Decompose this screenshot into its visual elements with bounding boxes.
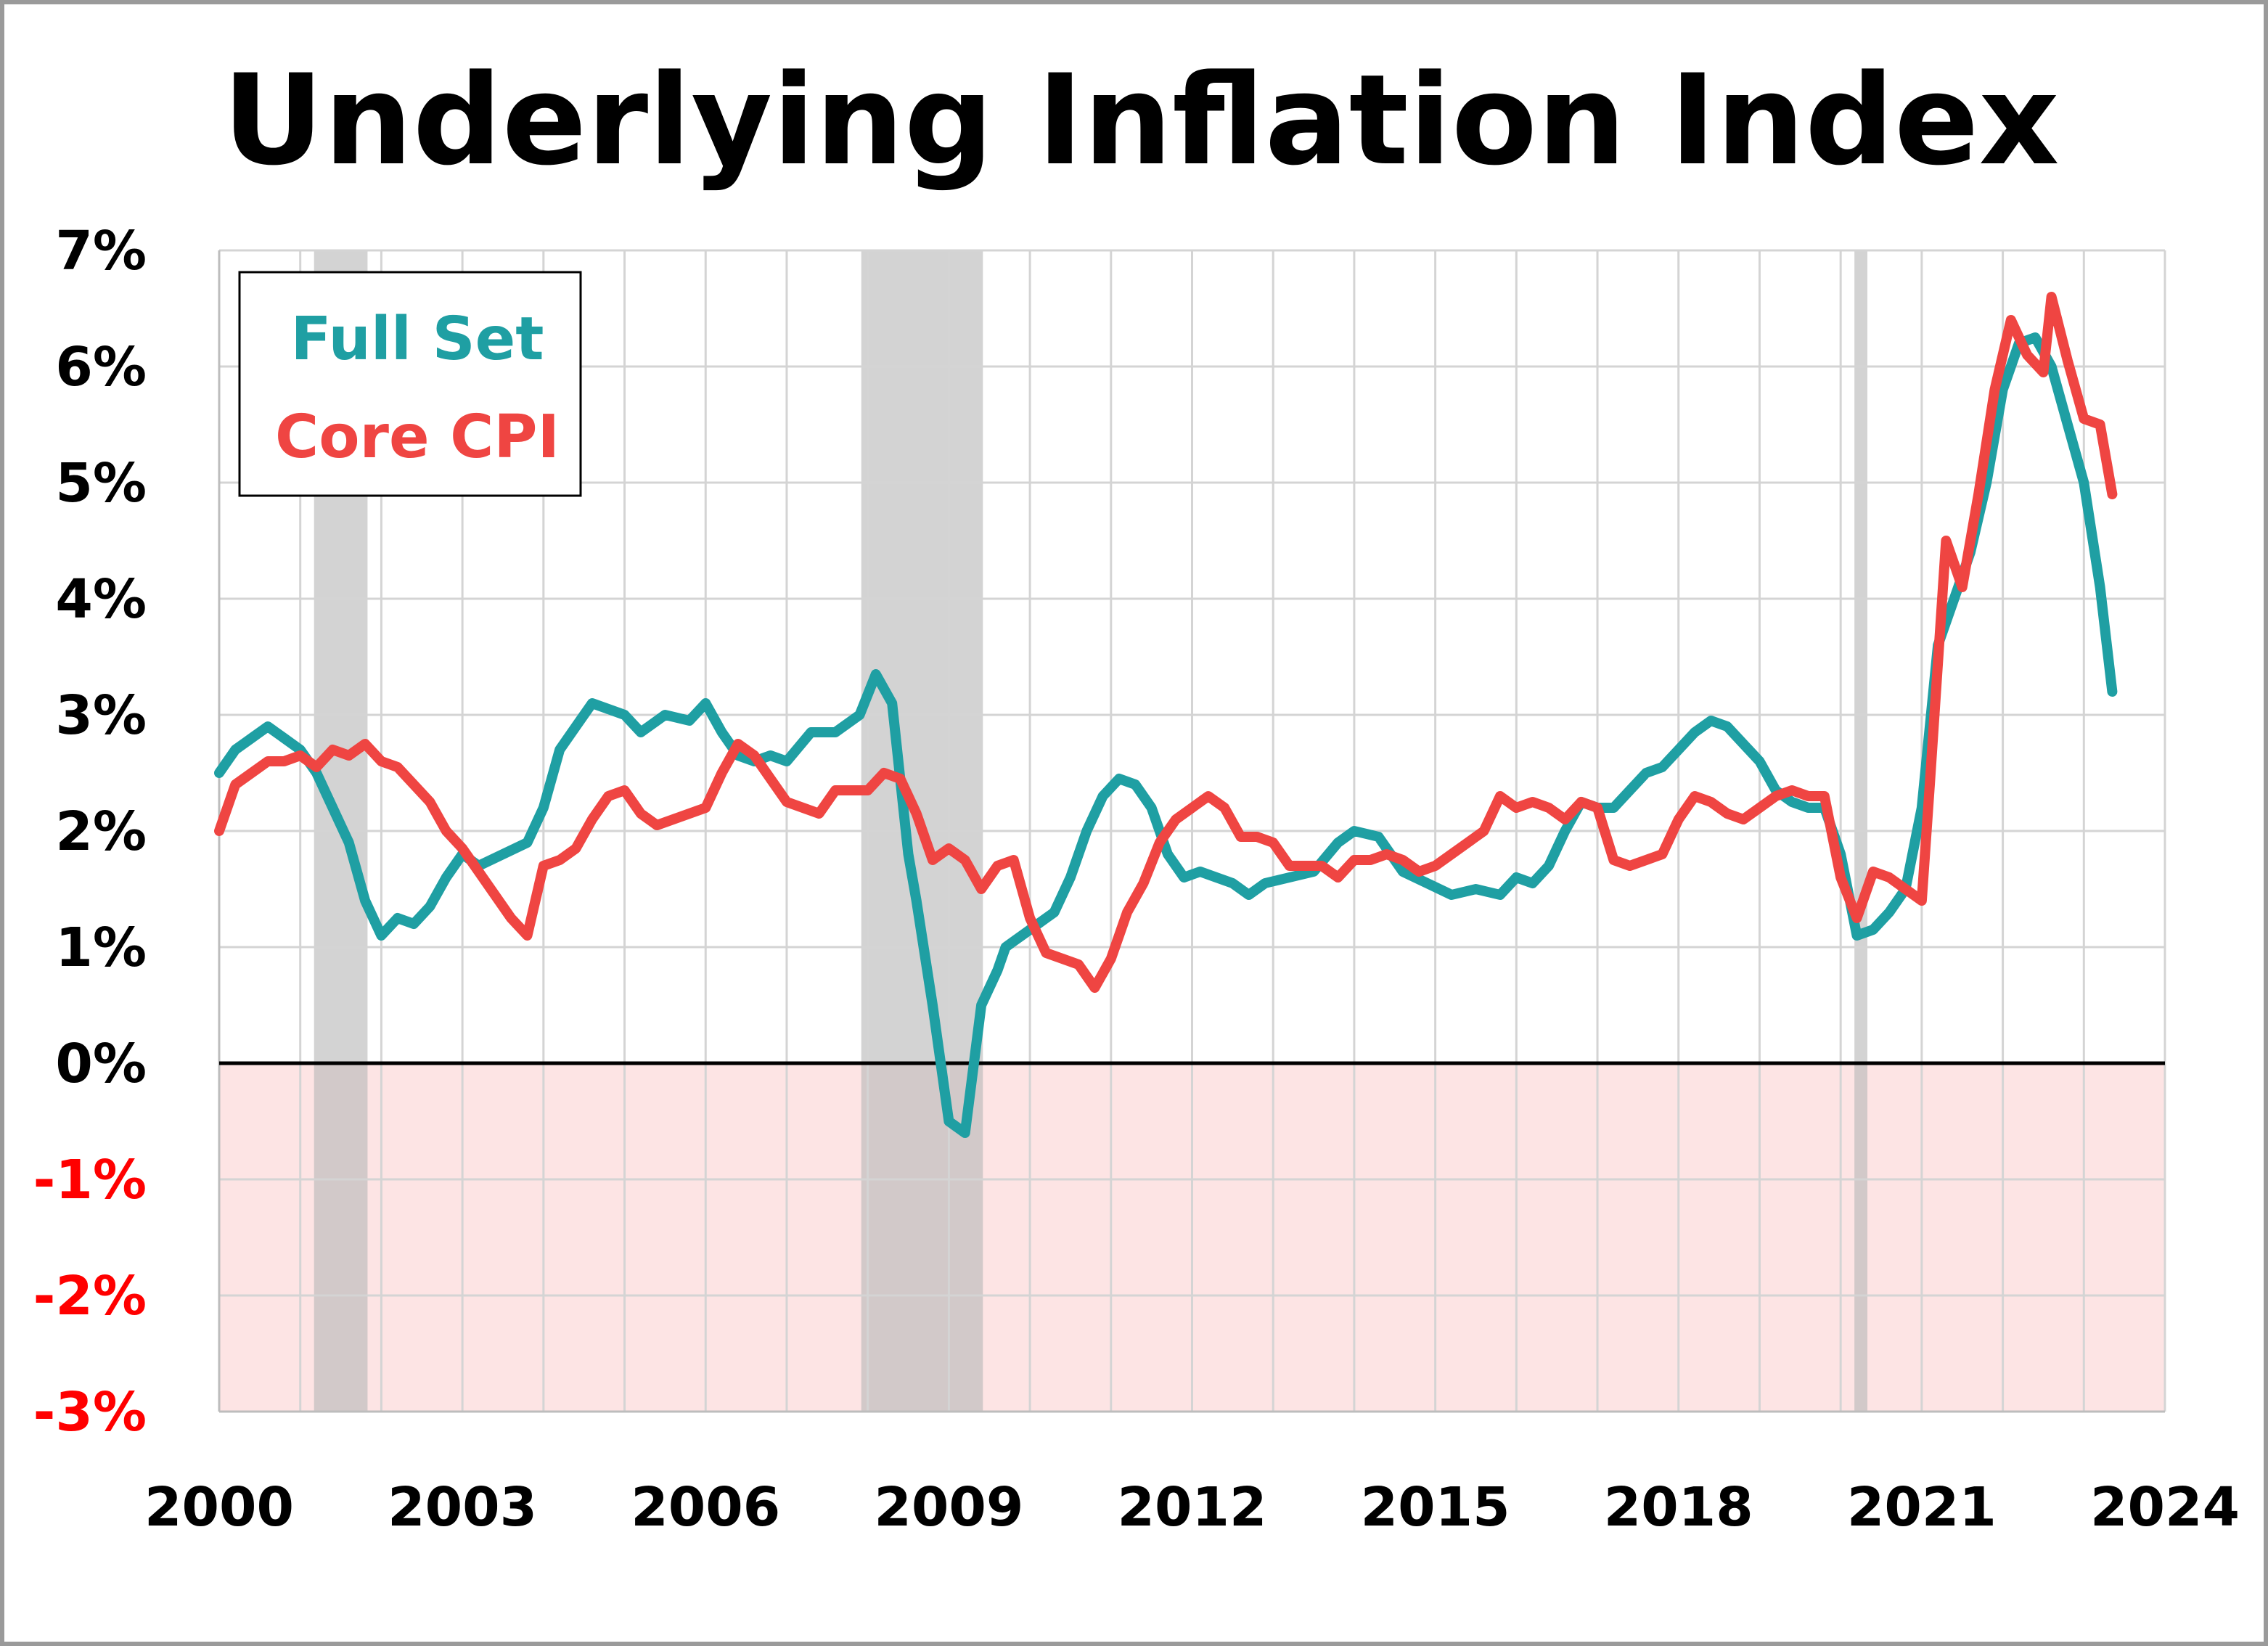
x-tick-label: 2012 (1118, 1476, 1267, 1539)
legend-box (238, 271, 582, 497)
x-tick-label: 2024 (2090, 1476, 2240, 1539)
y-tick-label: -3% (33, 1381, 147, 1444)
x-tick-label: 2000 (144, 1476, 294, 1539)
chart-title: Underlying Inflation Index (222, 47, 2059, 193)
y-tick-label: -2% (33, 1265, 147, 1327)
y-tick-label: 2% (55, 801, 147, 863)
legend-entry-full-set: Full Set (291, 305, 544, 374)
x-axis-ticks: 2000 2003 2006 2009 2012 2015 2018 2021 2024 (144, 1476, 2240, 1539)
y-tick-label: 5% (55, 452, 147, 515)
series-line-0 (214, 332, 2118, 1138)
y-tick-label: 6% (55, 336, 147, 398)
y-tick-label: 7% (55, 220, 147, 282)
y-tick-label: 4% (55, 568, 147, 631)
legend: Full Set Core CPI (238, 271, 582, 497)
gridlines (218, 249, 2166, 1413)
x-tick-label: 2015 (1361, 1476, 1510, 1539)
y-tick-label: 1% (55, 917, 147, 979)
x-tick-label: 2003 (388, 1476, 537, 1539)
y-tick-label: -1% (33, 1149, 147, 1211)
series-line-1 (214, 292, 2118, 993)
x-tick-label: 2021 (1847, 1476, 1997, 1539)
series-lines (214, 292, 2118, 1138)
x-tick-label: 2006 (631, 1476, 780, 1539)
x-tick-label: 2009 (874, 1476, 1023, 1539)
y-axis-ticks: 7% 6% 5% 4% 3% 2% 1% 0% -1% -2% -3% (33, 220, 147, 1444)
y-tick-label: 0% (55, 1033, 147, 1095)
x-tick-label: 2018 (1604, 1476, 1753, 1539)
y-tick-label: 3% (55, 684, 147, 747)
legend-entry-core-cpi: Core CPI (275, 403, 560, 472)
